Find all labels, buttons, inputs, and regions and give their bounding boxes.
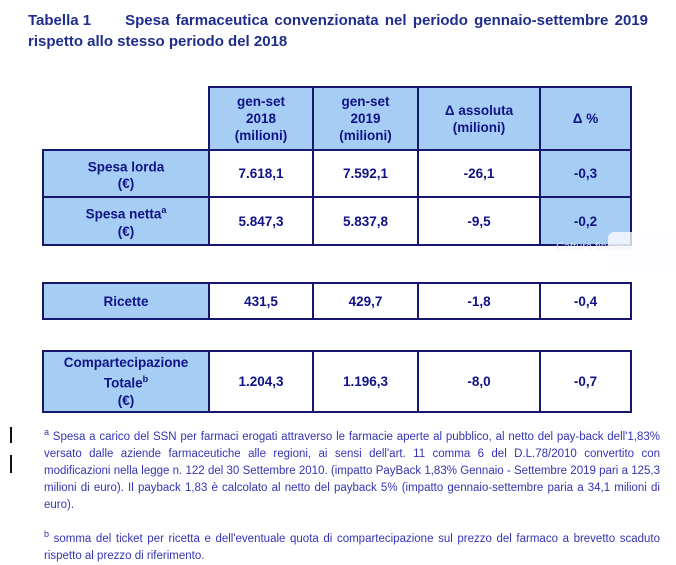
- cell-compartecipazione-2019: 1.196,3: [312, 350, 419, 413]
- row-label: Spesa lorda: [87, 159, 165, 175]
- row-header-spesa-netta: Spesa nettaa (€): [42, 196, 210, 246]
- row-label-sup: b: [142, 374, 149, 384]
- row-label: Ricette: [103, 293, 149, 309]
- ricette-table: Ricette 431,5 429,7 -1,8 -0,4: [42, 282, 632, 320]
- row-label: Spesa netta: [85, 206, 162, 222]
- cell-spesa-lorda-2018: 7.618,1: [208, 149, 314, 198]
- table-row-spesa-lorda: Spesa lorda (€) 7.618,1 7.592,1 -26,1 -0,…: [42, 149, 632, 198]
- revision-change-bar: [10, 427, 12, 443]
- row-unit: (€): [117, 176, 135, 192]
- cell-spesa-netta-pct: -0,2: [539, 196, 632, 246]
- row-label: Compartecipazione Totale: [63, 355, 189, 391]
- cell-spesa-lorda-2019: 7.592,1: [312, 149, 419, 198]
- table-title-label: Tabella 1: [28, 12, 92, 29]
- row-unit: (€): [117, 223, 135, 239]
- table-row-spesa-netta: Spesa nettaa (€) 5.847,3 5.837,8 -9,5 -0,…: [42, 196, 632, 246]
- footnote-a-text: Spesa a carico del SSN per farmaci eroga…: [44, 430, 660, 511]
- cell-ricette-pct: -0,4: [539, 282, 632, 320]
- table-title: Tabella 1 Spesa farmaceutica convenzionat…: [28, 10, 648, 52]
- cell-ricette-2019: 429,7: [312, 282, 419, 320]
- footnote-b-marker: b: [44, 528, 50, 539]
- cell-spesa-netta-2019: 5.837,8: [312, 196, 419, 246]
- cell-spesa-netta-2018: 5.847,3: [208, 196, 314, 246]
- row-header-compartecipazione: Compartecipazione Totaleb (€): [42, 350, 210, 413]
- row-unit: (€): [117, 392, 135, 408]
- column-header-delta-assoluta: Δ assoluta (milioni): [417, 86, 541, 151]
- footnotes: a Spesa a carico del SSN per farmaci ero…: [44, 424, 660, 565]
- compartecipazione-table: Compartecipazione Totaleb (€) 1.204,3 1.1…: [42, 350, 632, 413]
- cell-spesa-lorda-pct: -0,3: [539, 149, 632, 198]
- cell-spesa-lorda-delta: -26,1: [417, 149, 541, 198]
- cell-spesa-netta-delta: -9,5: [417, 196, 541, 246]
- main-table: gen-set 2018 (milioni) gen-set 2019 (mil…: [42, 86, 632, 246]
- corner-cell: [43, 87, 209, 150]
- cell-compartecipazione-delta: -8,0: [417, 350, 541, 413]
- footnote-b: b somma del ticket per ricetta e dell'ev…: [44, 526, 660, 565]
- column-header-delta-percent: Δ %: [539, 86, 632, 151]
- footnote-b-text: somma del ticket per ricetta e dell'even…: [44, 532, 660, 562]
- header-row: gen-set 2018 (milioni) gen-set 2019 (mil…: [43, 86, 632, 151]
- row-header-spesa-lorda: Spesa lorda (€): [42, 149, 210, 198]
- revision-change-bar: [10, 455, 12, 473]
- row-header-ricette: Ricette: [42, 282, 210, 320]
- row-label-sup: a: [161, 205, 167, 216]
- cell-compartecipazione-pct: -0,7: [539, 350, 632, 413]
- table-title-text: Spesa farmaceutica convenzionata nel per…: [28, 12, 648, 50]
- cell-ricette-delta: -1,8: [417, 282, 541, 320]
- footnote-a: a Spesa a carico del SSN per farmaci ero…: [44, 424, 660, 514]
- cell-compartecipazione-2018: 1.204,3: [208, 350, 314, 413]
- table-row-compartecipazione: Compartecipazione Totaleb (€) 1.204,3 1.1…: [42, 350, 632, 413]
- table-row-ricette: Ricette 431,5 429,7 -1,8 -0,4: [42, 282, 632, 320]
- cell-ricette-2018: 431,5: [208, 282, 314, 320]
- column-header-gen-set-2019: gen-set 2019 (milioni): [312, 86, 419, 151]
- column-header-gen-set-2018: gen-set 2018 (milioni): [208, 86, 314, 151]
- footnote-a-marker: a: [44, 427, 50, 437]
